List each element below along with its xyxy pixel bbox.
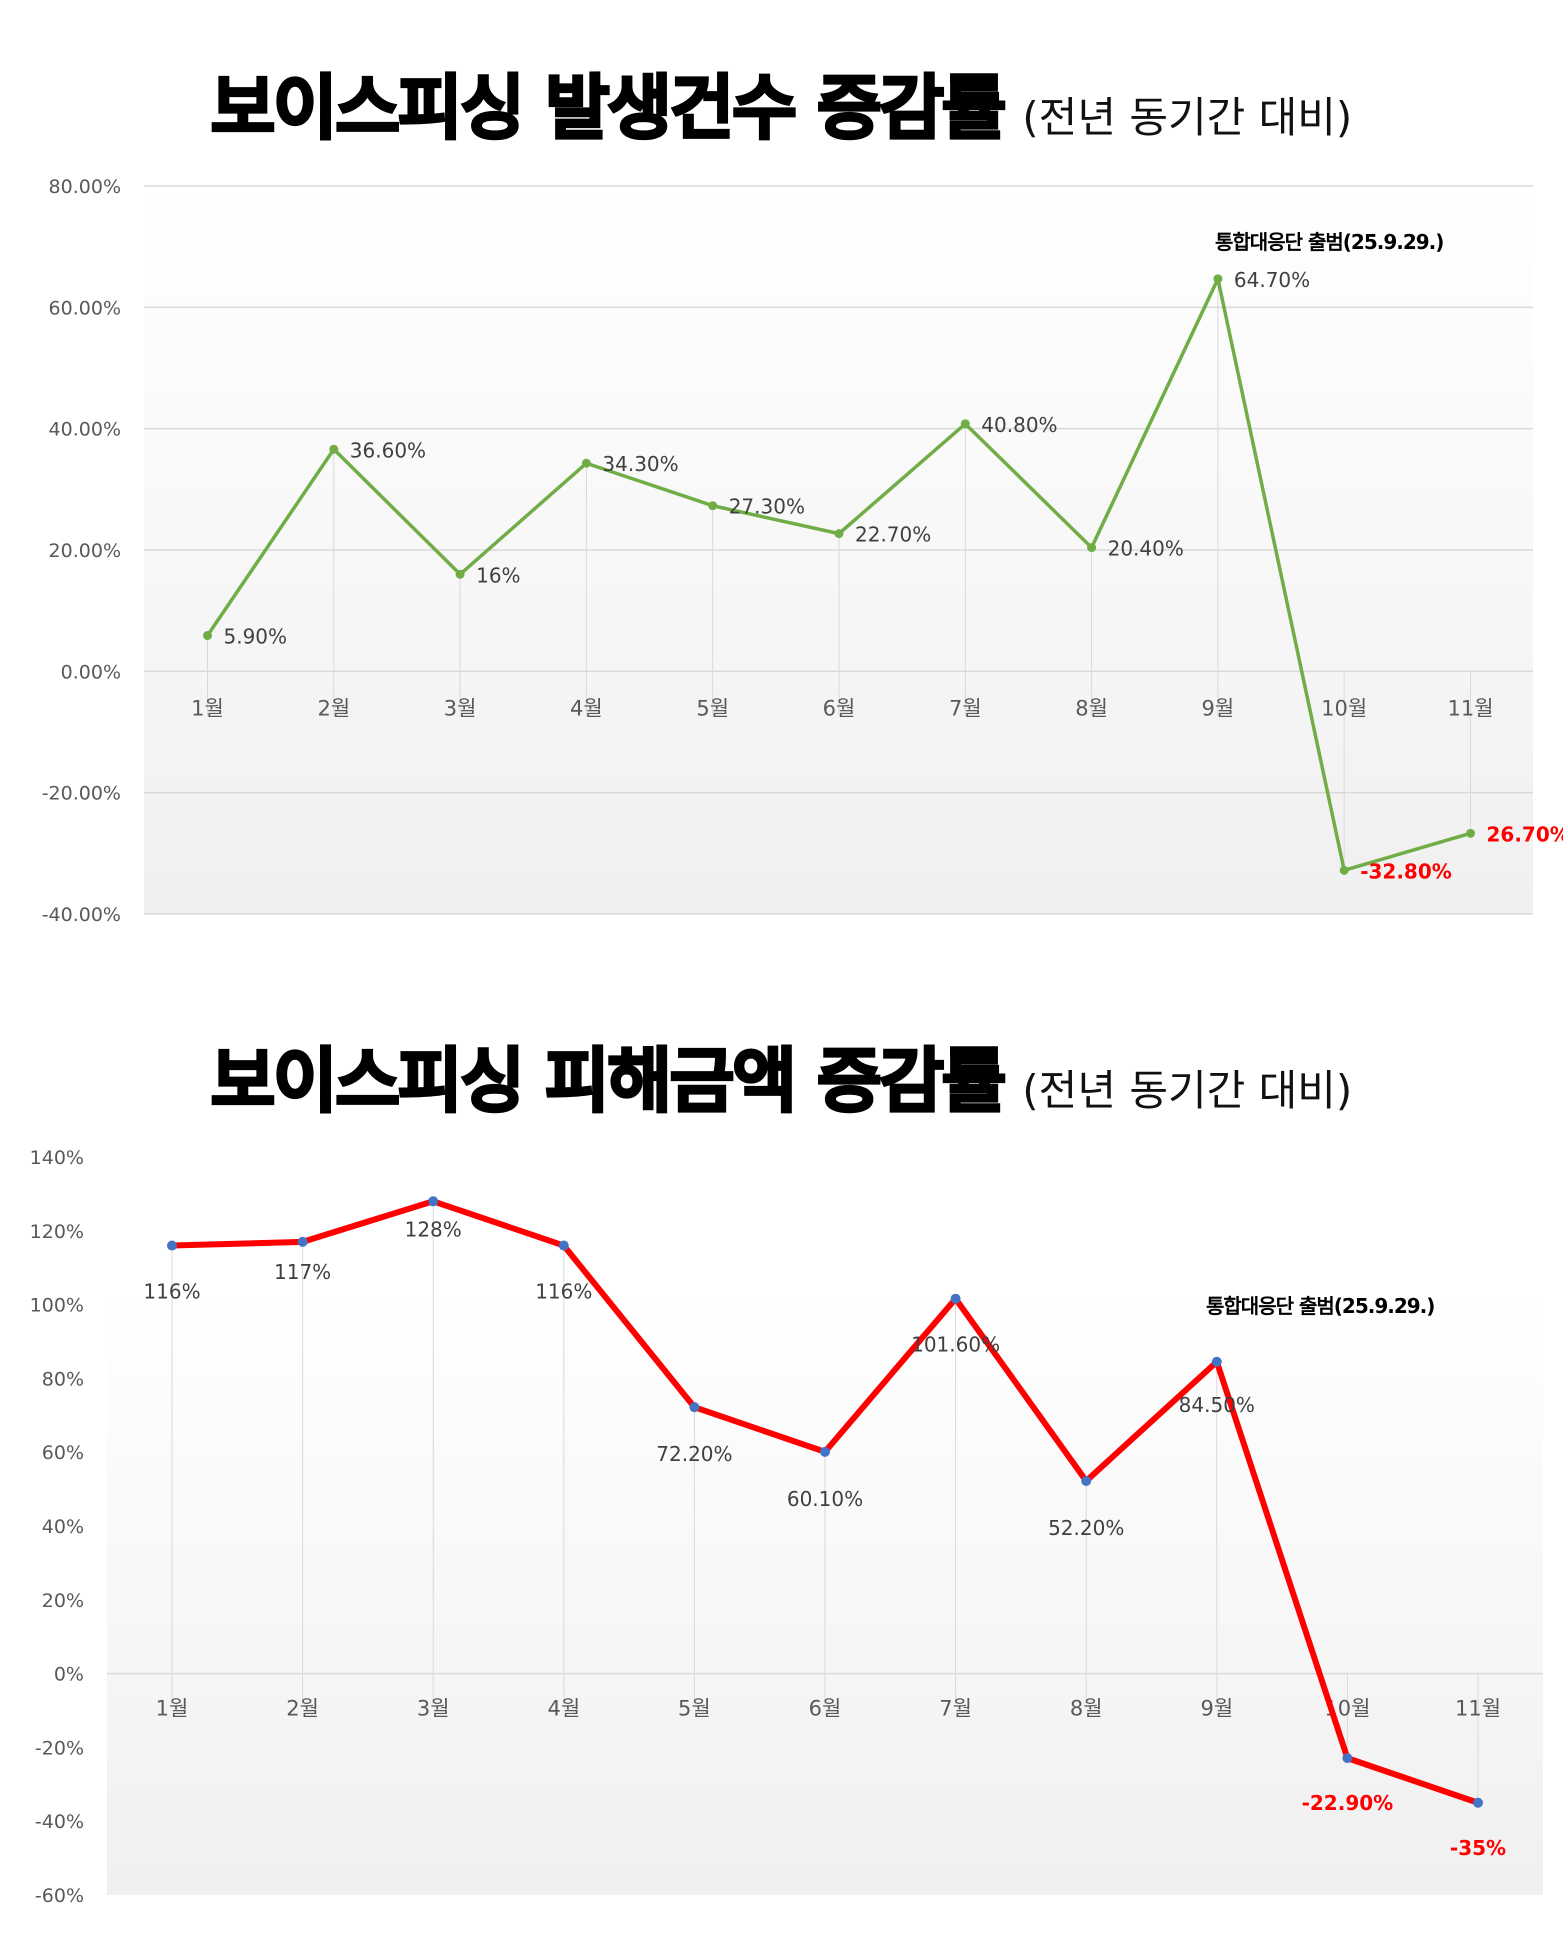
x-tick-label: 3월 [444,696,477,720]
data-point [1342,1753,1353,1764]
data-label: 16% [476,563,520,587]
data-point [1473,1797,1483,1808]
data-point [834,529,844,539]
data-point [1213,274,1223,284]
data-point [428,1196,439,1207]
data-point [820,1446,830,1457]
data-point [329,444,339,454]
data-point [960,419,970,429]
x-tick-label: 7월 [939,1697,972,1721]
data-label: 101.60% [911,1333,1000,1357]
data-point [950,1293,961,1304]
data-label: 52.20% [1048,1516,1124,1540]
x-tick-label: 6월 [809,1697,842,1721]
data-label: 64.70% [1234,268,1310,292]
data-label: 40.80% [981,413,1057,437]
y-tick-label: 60% [42,1442,84,1464]
x-tick-label: 8월 [1070,1697,1103,1721]
x-tick-label: 1월 [191,696,224,720]
data-label: 84.50% [1179,1393,1255,1417]
annotation-label: 통합대응단 출범(25.9.29.) [1215,230,1443,254]
x-tick-label: 7월 [949,696,982,720]
data-label: 34.30% [602,452,678,476]
y-tick-label: 60.00% [49,297,121,319]
y-tick-label: 140% [30,1147,84,1169]
y-tick-label: 40.00% [49,419,121,441]
data-label: 20.40% [1108,537,1184,561]
data-point [167,1240,177,1251]
data-label: -32.80% [1360,859,1452,883]
data-point [1211,1356,1222,1367]
data-point [708,501,718,511]
x-tick-label: 3월 [417,1697,450,1721]
data-label: -22.90% [1302,1791,1394,1815]
data-label: 26.70% [1487,822,1563,846]
annotation-label: 통합대응단 출범(25.9.29.) [1206,1294,1434,1318]
data-label: 117% [274,1260,331,1284]
y-tick-label: 20.00% [49,540,121,562]
x-tick-label: 2월 [286,1697,319,1721]
data-point [689,1402,700,1413]
data-label: 27.30% [729,495,805,519]
data-point [455,569,465,579]
chart1-voice-phishing-cases: 80.00% 60.00% 40.00% 20.00% 0.00% -20.00% -40.… [42,176,1563,926]
y-tick-label: 0.00% [61,661,121,683]
data-label: 36.60% [350,438,426,462]
data-point [297,1236,308,1247]
chart2-title: 보이스피싱 피해금액 증감률 (전년 동기간 대비) [0,1025,1563,1126]
y-tick-label: 0% [54,1664,84,1686]
x-tick-label: 2월 [317,696,350,720]
x-tick-label: 5월 [678,1697,711,1721]
data-label: 60.10% [787,1487,863,1511]
y-tick-label: -20% [35,1737,84,1759]
y-tick-label: 20% [42,1590,84,1612]
y-tick-label: -40.00% [42,904,121,926]
y-tick-label: 40% [42,1516,84,1538]
data-point [1081,1475,1092,1486]
data-label: -35% [1450,1836,1506,1860]
y-tick-label: 120% [30,1221,84,1243]
y-tick-label: 80% [42,1368,84,1390]
x-tick-label: 10월 [1321,696,1367,720]
y-tick-label: 100% [30,1295,84,1317]
x-tick-label: 5월 [696,696,729,720]
x-tick-label: 9월 [1200,1697,1233,1721]
data-label: 22.70% [855,523,931,547]
y-tick-label: -40% [35,1811,84,1833]
chart1-title-main: 보이스피싱 발생건수 증감률 [209,66,1008,151]
x-tick-label: 11월 [1455,1697,1501,1721]
data-point [558,1240,569,1251]
x-tick-label: 4월 [547,1697,580,1721]
data-point [1466,828,1475,838]
data-label: 116% [143,1280,200,1304]
x-tick-label: 11월 [1447,696,1493,720]
data-label: 72.20% [656,1442,732,1466]
data-point [581,458,591,468]
chart2-voice-phishing-damage: 140% 120% 100% 80% 60% 40% 20% 0% -20% -40% -60% 1월… [30,1147,1543,1907]
data-label: 5.90% [224,625,288,649]
y-tick-label: 80.00% [49,176,121,198]
x-tick-label: 6월 [823,696,856,720]
x-tick-label: 4월 [570,696,603,720]
chart2-subtitle: (전년 동기간 대비) [1022,1066,1353,1115]
data-point [1339,865,1349,875]
chart1-subtitle: (전년 동기간 대비) [1022,93,1353,142]
x-tick-label: 1월 [156,1697,189,1721]
chart1-title: 보이스피싱 발생건수 증감률 (전년 동기간 대비) [0,52,1563,153]
x-tick-label: 8월 [1075,696,1108,720]
data-point [203,631,212,641]
data-label: 116% [535,1280,592,1304]
x-tick-label: 9월 [1202,696,1235,720]
chart2-title-main: 보이스피싱 피해금액 증감률 [209,1039,1008,1124]
data-point [1087,543,1097,553]
y-tick-label: -60% [35,1885,84,1907]
y-tick-label: -20.00% [42,783,121,805]
data-label: 128% [405,1217,462,1241]
